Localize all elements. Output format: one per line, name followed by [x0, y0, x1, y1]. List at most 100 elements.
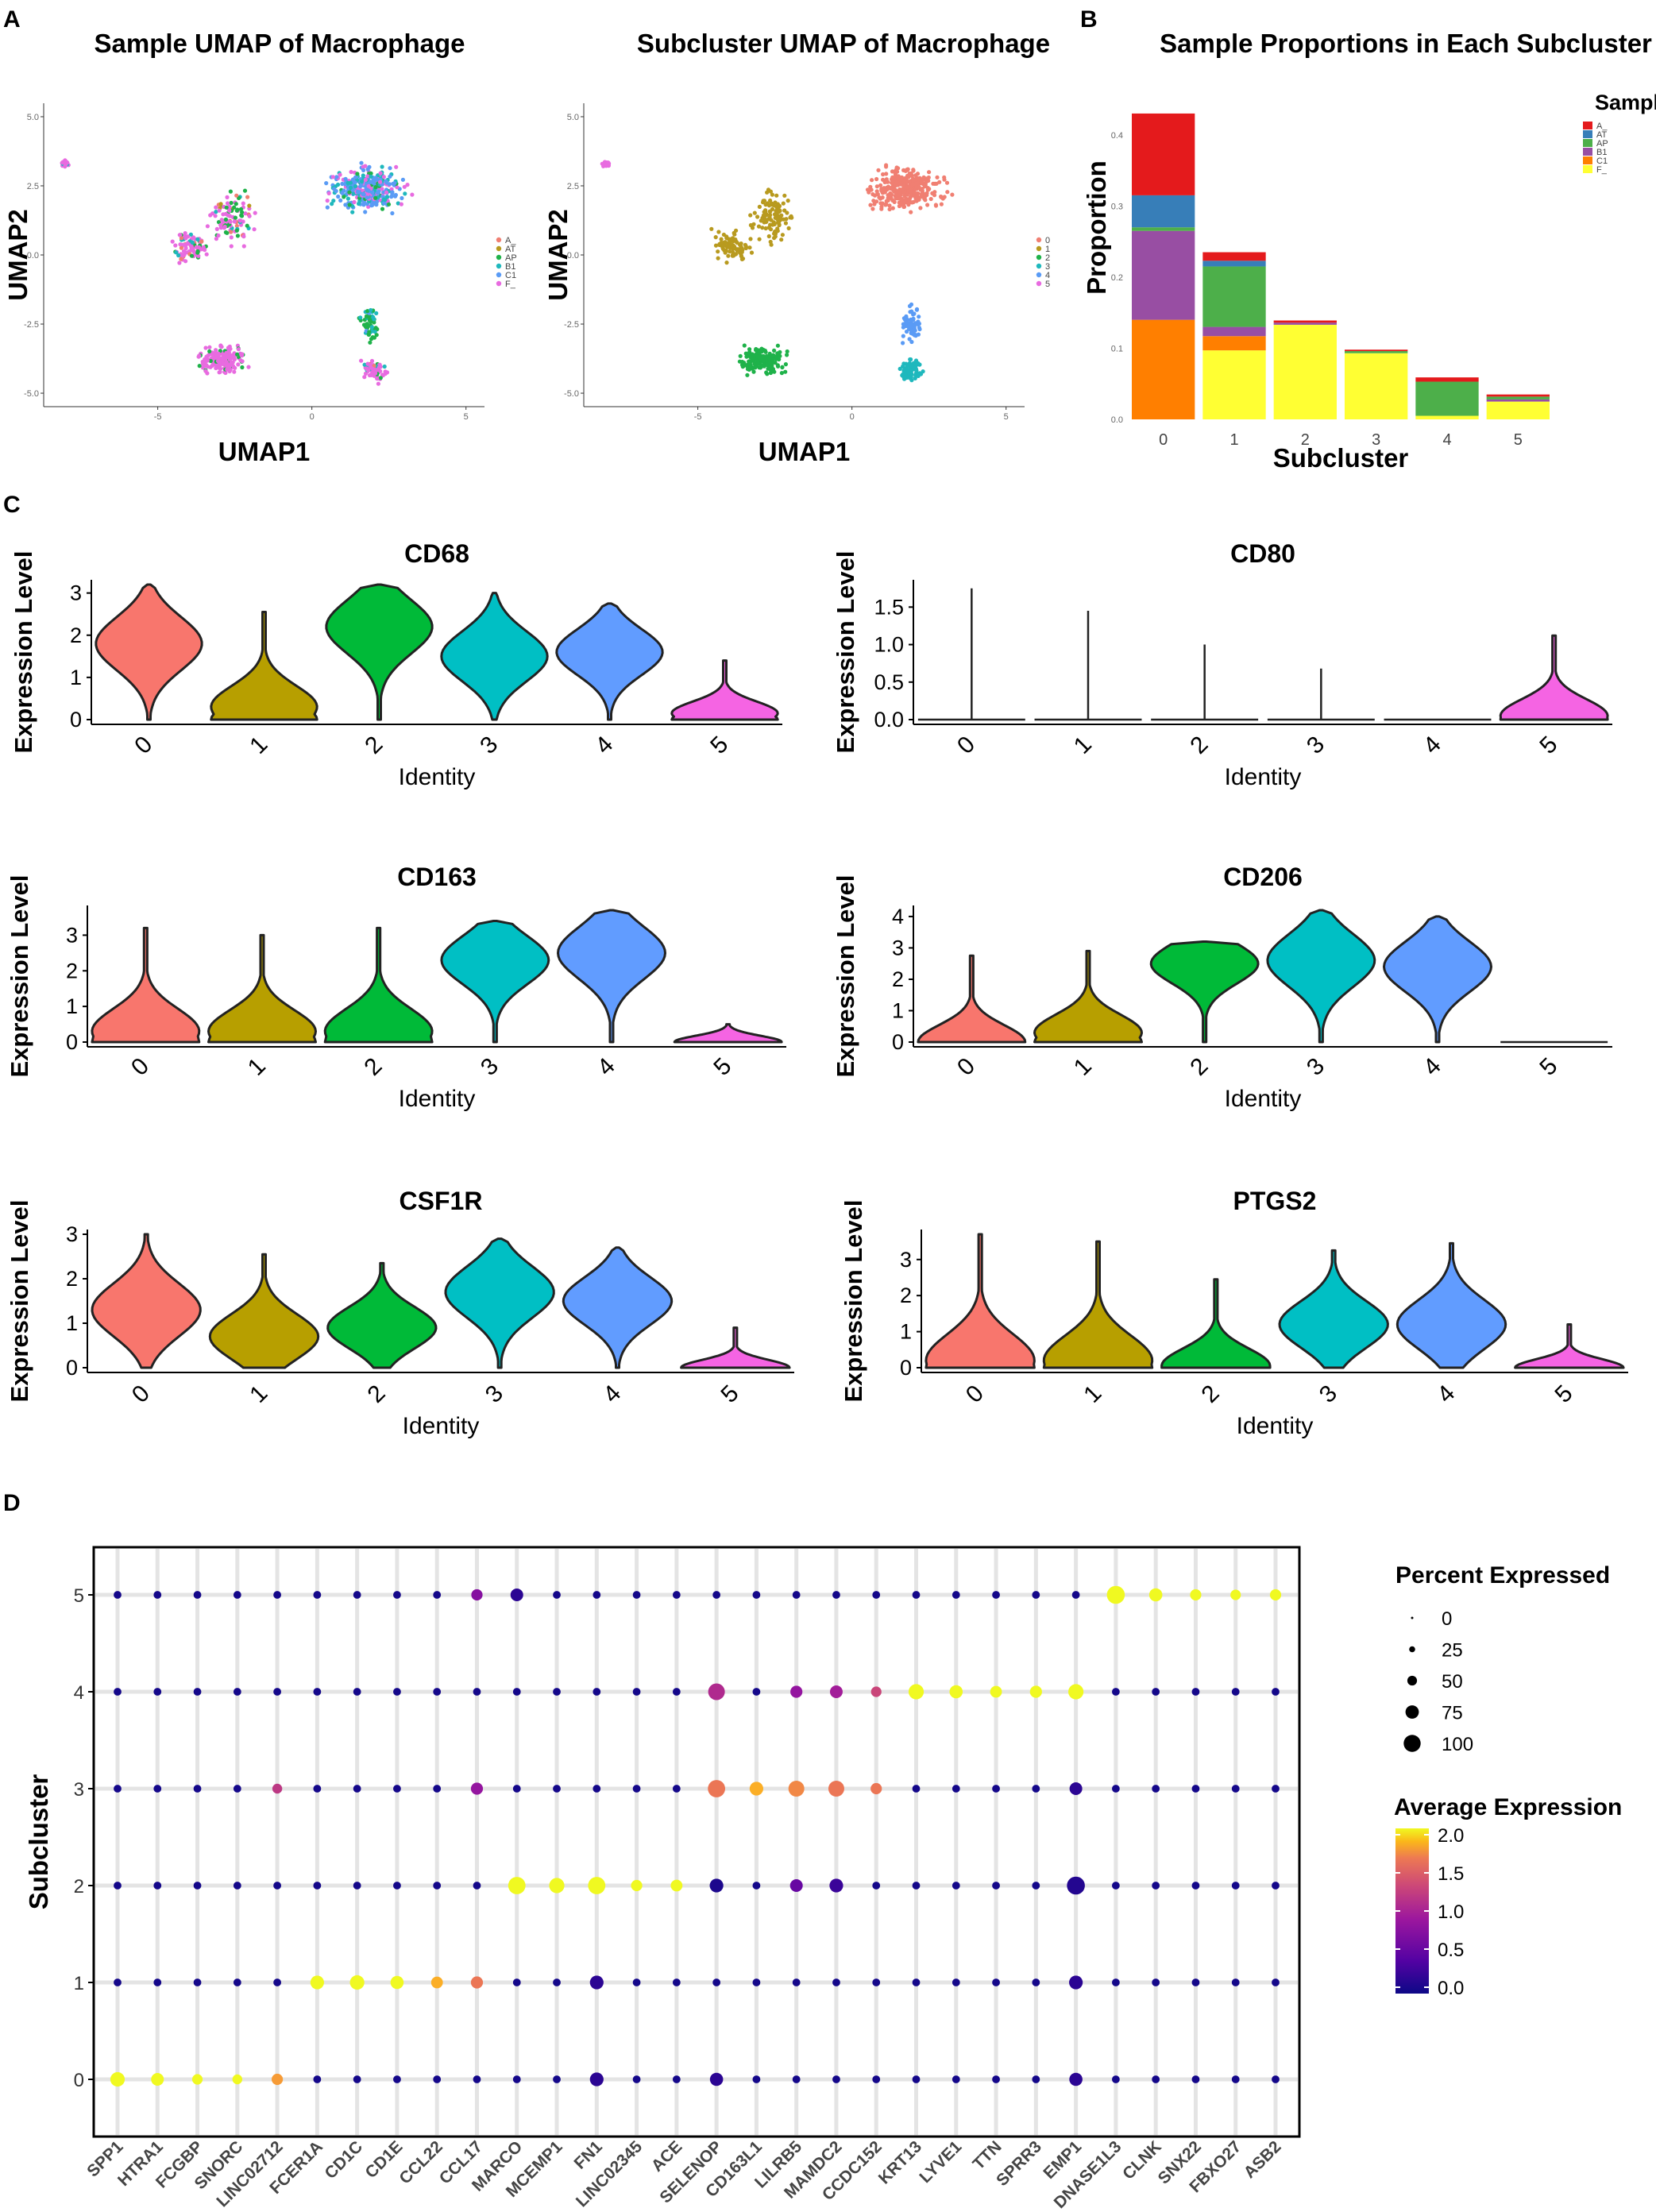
umap-point — [374, 311, 379, 315]
umap-point — [777, 357, 782, 361]
violin-x-label: Identity — [1225, 764, 1302, 790]
dot-linc02712-2 — [273, 1882, 282, 1890]
dot-mcemp1-4 — [553, 1688, 561, 1696]
umap-point — [911, 312, 916, 317]
dot-y-tick-label: 4 — [74, 1682, 84, 1704]
bar-y-label: Proportion — [1082, 160, 1111, 295]
umap-point — [373, 176, 378, 180]
umap-point — [745, 373, 750, 377]
size-legend-dot — [1411, 1616, 1414, 1619]
bar-chart: 0.0 0.1 0.2 0.3 0.4 0 1 2 3 4 5 Subcluster Proportio… — [1082, 91, 1656, 473]
umap-point — [330, 175, 335, 180]
umap-x-tick-label: 0 — [850, 412, 855, 422]
violin-x-tick-label: 3 — [475, 732, 503, 759]
umap-point — [366, 368, 371, 373]
violin-y-label: Expression Level — [6, 874, 33, 1077]
dot-mamdc2-4 — [829, 1685, 843, 1698]
bar-legend-key — [1583, 148, 1592, 156]
umap-point — [786, 226, 791, 230]
dot-ccl22-2 — [433, 1882, 442, 1890]
umap-point — [240, 210, 245, 214]
violin-x-tick-label: 1 — [245, 732, 272, 759]
umap-point — [898, 180, 903, 185]
dot-lilrb5-1 — [792, 1978, 801, 1986]
umap-point — [183, 259, 188, 264]
umap-point — [347, 203, 352, 207]
dot-mamdc2-1 — [832, 1978, 840, 1986]
umap-legend-label: 2 — [1045, 253, 1050, 263]
dot-x-tick-label: KRT13 — [875, 2137, 925, 2187]
umap-point — [222, 353, 226, 357]
umap-point — [375, 376, 380, 381]
umap-y-tick-label: 0.0 — [27, 251, 39, 261]
umap-point — [739, 257, 745, 261]
dot-marco-3 — [512, 1785, 521, 1793]
umap-x-tick-label: 0 — [310, 412, 315, 422]
umap-legend-key — [1036, 237, 1042, 243]
dot-fcgbp-4 — [193, 1688, 202, 1696]
dot-htra1-4 — [153, 1688, 162, 1696]
dot-cd163l1-5 — [752, 1591, 761, 1599]
dot-lyve1-1 — [952, 1978, 960, 1986]
bar-segment — [1486, 399, 1550, 402]
panel-label-b: B — [1080, 6, 1098, 33]
umap-point — [350, 191, 356, 196]
umap-x-label: UMAP1 — [218, 437, 311, 466]
umap-point — [901, 190, 906, 195]
violin-x-tick-label: 0 — [952, 732, 980, 759]
umap-point — [933, 203, 939, 208]
umap-point — [761, 353, 766, 358]
umap-point — [372, 317, 376, 322]
umap-point — [922, 184, 928, 189]
dot-ccl22-3 — [433, 1785, 442, 1793]
violin-shape — [680, 1326, 791, 1369]
dot-spp1-3 — [114, 1785, 122, 1793]
umap-point — [868, 203, 873, 207]
umap-point — [763, 203, 768, 207]
umap-point — [925, 203, 930, 207]
dot-selenop-3 — [708, 1780, 726, 1797]
umap-point — [232, 369, 237, 374]
umap-point — [216, 233, 221, 238]
umap-point — [721, 243, 726, 248]
umap-point — [909, 368, 914, 373]
umap-point — [214, 210, 218, 214]
umap-y-tick-label: 5.0 — [27, 113, 39, 122]
umap-point — [243, 211, 248, 216]
violin-y-tick-label: 3 — [900, 1248, 912, 1272]
umap-point — [728, 249, 732, 254]
dot-cd1e-2 — [393, 1882, 401, 1890]
dot-dnase1l3-2 — [1111, 1882, 1120, 1890]
bar-segment — [1415, 381, 1479, 416]
umap-point — [369, 307, 373, 313]
dot-emp1-4 — [1068, 1684, 1084, 1700]
dot-sprr3-1 — [1032, 1978, 1040, 1986]
violin-shape — [325, 583, 434, 721]
dot-cd163l1-0 — [752, 2075, 761, 2083]
umap-point — [196, 354, 201, 359]
dot-snorc-2 — [233, 1882, 241, 1890]
umap-point — [782, 193, 787, 198]
violin-y-label: Expression Level — [10, 550, 37, 753]
umap-point — [905, 365, 909, 369]
umap-point — [252, 227, 257, 232]
dot-snorc-0 — [232, 2074, 243, 2085]
bar-segment — [1486, 396, 1550, 400]
umap-point — [229, 360, 234, 365]
violin-y-tick-label: 1 — [900, 1320, 912, 1344]
dot-emp1-0 — [1069, 2072, 1083, 2087]
dot-ccdc152-1 — [872, 1978, 881, 1986]
bar-legend-label: A_ — [1596, 122, 1608, 131]
dot-snx22-3 — [1191, 1785, 1200, 1793]
bar-segment — [1202, 326, 1266, 337]
umap-point — [245, 223, 249, 228]
umap-point — [601, 164, 606, 168]
umap-point — [207, 349, 212, 353]
violin-x-tick-label: 1 — [1069, 732, 1097, 759]
umap-point — [893, 183, 897, 187]
bar-segment — [1415, 415, 1479, 419]
umap-point — [924, 179, 928, 183]
umap-point — [207, 345, 212, 349]
dot-y-tick-label: 1 — [74, 1973, 84, 1994]
umap-point — [909, 325, 913, 330]
